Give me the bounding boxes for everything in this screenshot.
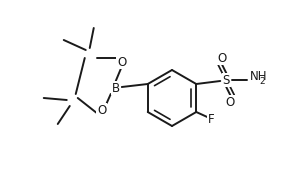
- Text: O: O: [97, 103, 106, 116]
- Text: O: O: [226, 96, 235, 109]
- Text: O: O: [218, 51, 227, 64]
- Text: NH: NH: [250, 69, 268, 82]
- Text: B: B: [112, 82, 120, 94]
- Text: F: F: [208, 112, 214, 125]
- Text: 2: 2: [260, 76, 266, 86]
- Text: S: S: [223, 73, 230, 87]
- Text: O: O: [117, 55, 126, 69]
